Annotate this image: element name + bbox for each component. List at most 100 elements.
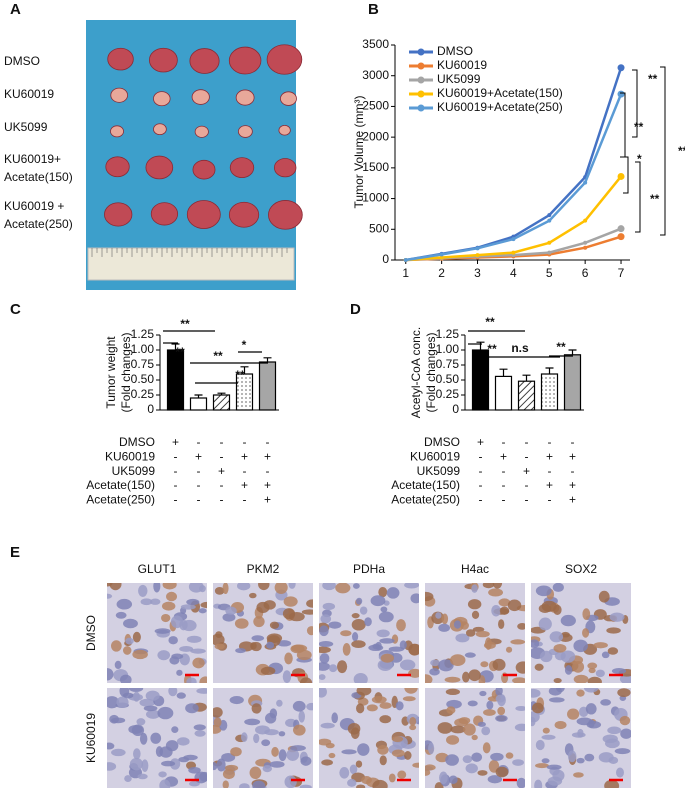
data-point <box>547 250 552 255</box>
cell <box>234 618 249 629</box>
cell <box>388 773 396 783</box>
cell <box>462 755 473 764</box>
treatment-sign: - <box>220 478 224 492</box>
cell <box>319 662 331 671</box>
treatment-sign: - <box>525 492 529 506</box>
cell <box>162 583 177 590</box>
treatment-sign: - <box>197 492 201 506</box>
data-point <box>583 245 588 250</box>
cell <box>241 732 248 743</box>
cell <box>213 707 223 718</box>
cell <box>546 764 562 770</box>
photo-row-label: KU60019+ <box>4 152 61 166</box>
cell <box>379 638 395 644</box>
cell <box>161 613 171 623</box>
tumor <box>191 89 210 105</box>
cell <box>450 725 466 734</box>
cell <box>486 700 494 710</box>
y-tick-label: 500 <box>369 221 389 235</box>
cell <box>351 640 366 649</box>
treatment-sign: - <box>197 478 201 492</box>
tumor <box>148 47 178 73</box>
cell <box>448 775 458 784</box>
cell <box>215 631 223 638</box>
cell <box>388 646 405 652</box>
ihc-image <box>213 583 313 683</box>
cell <box>399 659 416 671</box>
cell <box>531 639 540 649</box>
cell <box>340 630 352 637</box>
cell <box>531 702 544 714</box>
treatment-sign: - <box>479 464 483 478</box>
ihc-image <box>107 688 207 788</box>
cell <box>341 749 357 755</box>
legend-marker <box>417 48 425 56</box>
cell <box>576 689 585 697</box>
data-point <box>617 225 625 233</box>
cell <box>598 590 610 603</box>
cell <box>356 688 372 696</box>
cell <box>399 640 407 650</box>
cell <box>168 636 178 645</box>
bar <box>494 375 513 411</box>
cell <box>123 646 132 655</box>
cell <box>620 728 631 739</box>
cell <box>342 643 351 656</box>
data-point <box>583 218 588 223</box>
treatment-sign: + <box>569 449 576 463</box>
cell <box>286 748 300 761</box>
cell <box>560 650 576 663</box>
treatment-sign: - <box>525 478 529 492</box>
cell <box>467 599 482 610</box>
cell <box>402 696 416 702</box>
cell <box>366 704 378 712</box>
cell <box>477 721 486 727</box>
cell <box>534 779 543 788</box>
cell <box>322 583 336 591</box>
cell <box>320 614 332 624</box>
cell <box>517 623 525 630</box>
bar <box>517 380 536 411</box>
ruler <box>87 247 295 281</box>
cell <box>593 642 608 649</box>
x-tick-label: 7 <box>618 266 625 280</box>
cell <box>145 709 161 719</box>
treatment-sign: - <box>174 449 178 463</box>
treatment-sign: + <box>500 449 507 463</box>
cell <box>619 715 631 726</box>
cell <box>549 631 564 643</box>
y-tick-label: 1500 <box>362 160 389 174</box>
row-label: KU60019 <box>84 713 98 763</box>
cell <box>278 731 286 737</box>
cell <box>319 674 326 680</box>
panel-label: C <box>10 301 21 318</box>
cell <box>356 784 366 788</box>
cell <box>301 609 313 615</box>
cell <box>260 666 276 676</box>
cell <box>567 708 580 720</box>
treatment-sign: - <box>525 435 529 449</box>
cell <box>498 598 511 607</box>
cell <box>438 659 454 672</box>
cell <box>465 763 478 774</box>
cell <box>507 599 522 612</box>
column-label: H4ac <box>461 562 489 576</box>
cell <box>176 692 186 699</box>
cell <box>438 623 451 632</box>
y-axis-label: Acetyl-CoA conc. <box>409 327 423 418</box>
y-tick-label: 0 <box>147 402 154 416</box>
cell <box>214 587 225 595</box>
data-point <box>439 252 444 257</box>
y-tick-label: 1.00 <box>436 342 460 356</box>
legend-marker <box>417 62 425 70</box>
cell <box>395 701 404 711</box>
treatment-sign: + <box>218 464 225 478</box>
photo-row-label: KU60019 + <box>4 199 64 213</box>
cell <box>109 583 122 591</box>
cell <box>125 637 134 645</box>
cell <box>538 604 552 613</box>
cell <box>186 677 197 683</box>
cell <box>337 660 348 674</box>
legend-label: UK5099 <box>437 72 481 86</box>
treatment-label: KU60019 <box>410 449 460 463</box>
